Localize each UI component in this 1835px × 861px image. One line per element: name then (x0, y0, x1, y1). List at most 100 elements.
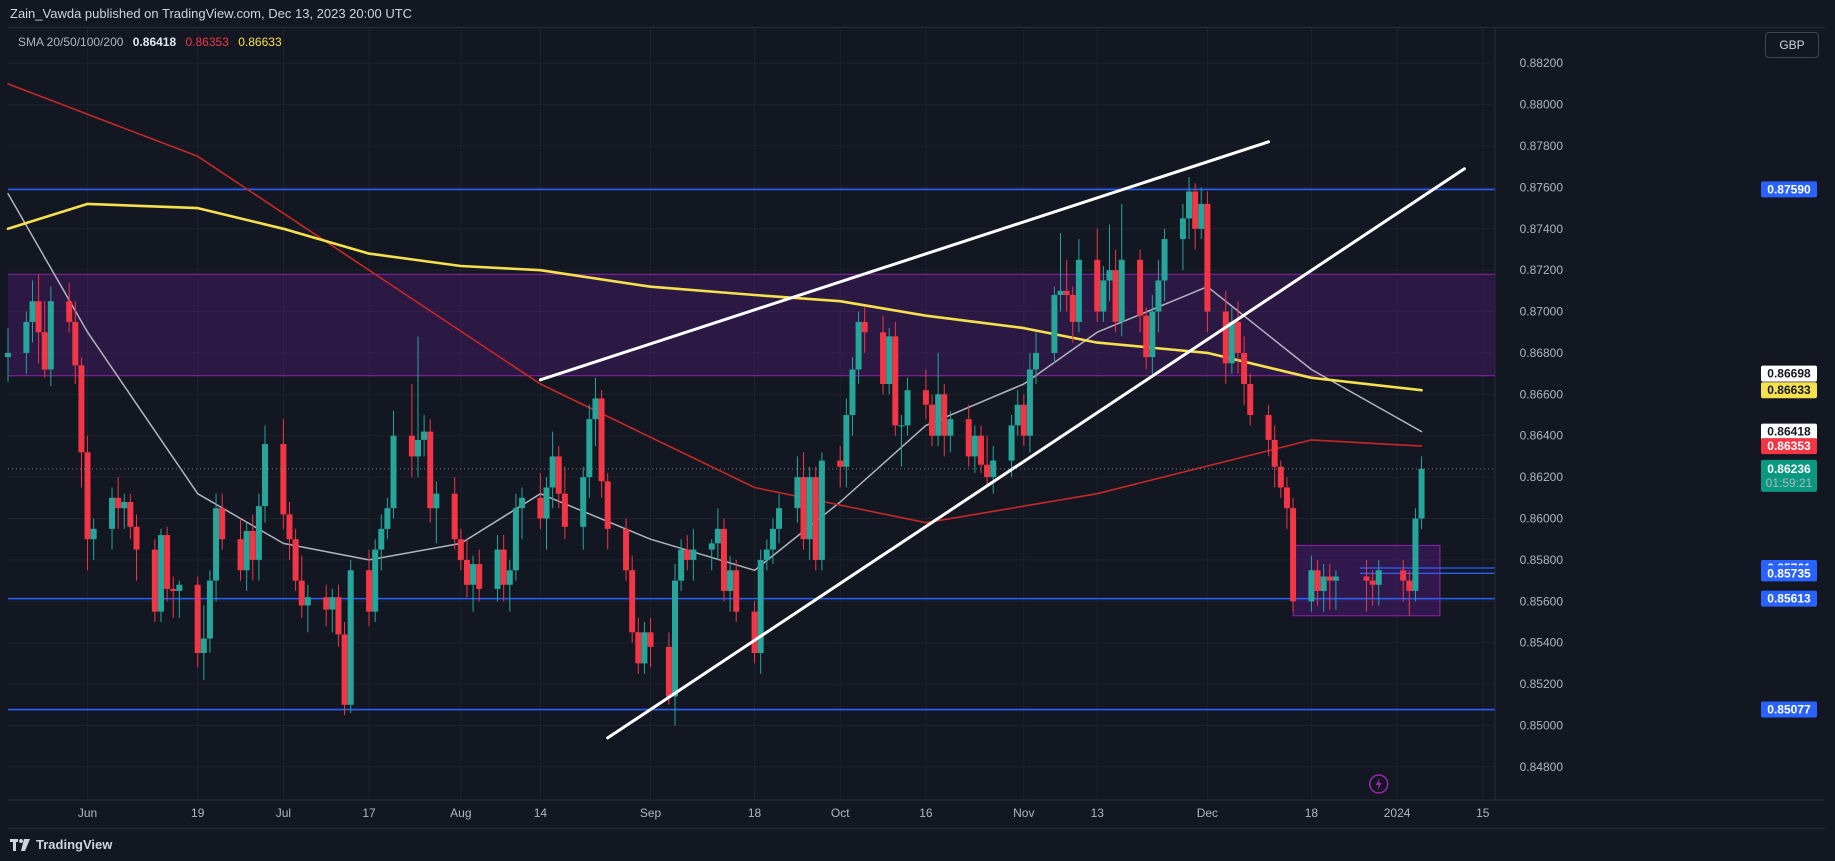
candle[interactable] (519, 487, 526, 540)
candle[interactable] (990, 446, 997, 494)
candle[interactable] (451, 477, 458, 550)
candle[interactable] (164, 526, 171, 602)
candle[interactable] (684, 535, 691, 571)
trendline[interactable] (606, 167, 1466, 740)
candle[interactable] (1112, 249, 1119, 333)
candle[interactable] (249, 514, 256, 581)
candle[interactable] (984, 435, 991, 488)
candle[interactable] (292, 528, 299, 591)
candle[interactable] (1363, 559, 1370, 612)
candle[interactable] (23, 311, 30, 374)
candle[interactable] (1063, 259, 1070, 312)
candle[interactable] (1094, 228, 1101, 322)
candle[interactable] (1137, 249, 1144, 333)
candle[interactable] (200, 605, 207, 680)
candle[interactable] (390, 410, 397, 519)
candle[interactable] (647, 617, 654, 668)
candle[interactable] (757, 549, 764, 674)
candle[interactable] (965, 404, 972, 467)
candle[interactable] (1069, 286, 1076, 343)
candle[interactable] (1100, 266, 1107, 322)
indicator-legend[interactable]: SMA 20/50/100/200 0.86418 0.86353 0.8663… (18, 35, 288, 49)
candle[interactable] (1400, 559, 1407, 602)
candle[interactable] (1234, 301, 1241, 374)
currency-button[interactable]: GBP (1765, 32, 1819, 58)
candle[interactable] (1228, 307, 1235, 374)
candle[interactable] (1265, 404, 1272, 457)
price-label[interactable]: 0.85077 (1761, 701, 1817, 718)
price-label[interactable]: 0.85613 (1761, 590, 1817, 607)
candle[interactable] (494, 535, 501, 602)
candle[interactable] (543, 477, 550, 550)
candle[interactable] (1192, 183, 1199, 250)
candle[interactable] (121, 493, 128, 529)
candle[interactable] (812, 466, 819, 571)
candle[interactable] (206, 570, 213, 654)
candle[interactable] (598, 390, 605, 498)
resistance-zone[interactable] (8, 274, 1495, 376)
candle[interactable] (1412, 508, 1419, 602)
candle[interactable] (512, 493, 519, 581)
candle[interactable] (84, 435, 91, 571)
candle[interactable] (127, 493, 134, 540)
candle[interactable] (849, 357, 856, 436)
candle[interactable] (935, 352, 942, 447)
candle[interactable] (1314, 559, 1321, 606)
candle[interactable] (304, 584, 311, 633)
candle[interactable] (977, 425, 984, 473)
candle[interactable] (72, 301, 79, 384)
candle[interactable] (678, 539, 685, 591)
candle[interactable] (35, 274, 42, 364)
candle[interactable] (151, 539, 158, 623)
candle[interactable] (90, 518, 97, 560)
candle[interactable] (549, 431, 556, 509)
candle[interactable] (255, 493, 262, 581)
candle[interactable] (1204, 191, 1211, 333)
candle[interactable] (433, 481, 440, 544)
candle[interactable] (176, 580, 183, 618)
candle[interactable] (922, 369, 929, 420)
candle[interactable] (66, 282, 73, 333)
candle[interactable] (29, 280, 36, 343)
candle[interactable] (898, 415, 905, 467)
candle[interactable] (1014, 390, 1021, 436)
candle[interactable] (1369, 570, 1376, 606)
candle[interactable] (561, 466, 568, 540)
tradingview-logo[interactable]: TradingView (10, 837, 112, 852)
candle[interactable] (690, 528, 697, 581)
candle[interactable] (537, 472, 544, 529)
candle[interactable] (794, 456, 801, 523)
candle[interactable] (971, 425, 978, 473)
candle[interactable] (1247, 373, 1254, 426)
candle[interactable] (1320, 564, 1327, 612)
candle[interactable] (1283, 477, 1290, 529)
candle[interactable] (470, 555, 477, 612)
candle[interactable] (800, 452, 807, 550)
candle[interactable] (892, 321, 899, 436)
candle[interactable] (280, 419, 287, 529)
candle[interactable] (1075, 239, 1082, 333)
candle[interactable] (592, 377, 599, 447)
price-label[interactable]: 0.86353 (1761, 438, 1817, 455)
candle[interactable] (366, 549, 373, 627)
candle[interactable] (341, 622, 348, 716)
candle[interactable] (41, 301, 48, 378)
candle[interactable] (457, 528, 464, 571)
price-label[interactable]: 0.86633 (1761, 382, 1817, 399)
candle[interactable] (157, 528, 164, 623)
candle[interactable] (818, 452, 825, 571)
candle[interactable] (347, 559, 354, 714)
event-lightning-icon[interactable] (1368, 774, 1389, 794)
candle[interactable] (904, 377, 911, 436)
candle[interactable] (837, 446, 844, 488)
candle[interactable] (476, 549, 483, 602)
candle[interactable] (861, 307, 868, 353)
candle[interactable] (720, 518, 727, 602)
candle[interactable] (1290, 497, 1297, 612)
candle[interactable] (929, 394, 936, 447)
candle[interactable] (1051, 286, 1058, 364)
candle[interactable] (714, 508, 721, 560)
candle[interactable] (1161, 228, 1168, 302)
candle[interactable] (1418, 456, 1425, 529)
